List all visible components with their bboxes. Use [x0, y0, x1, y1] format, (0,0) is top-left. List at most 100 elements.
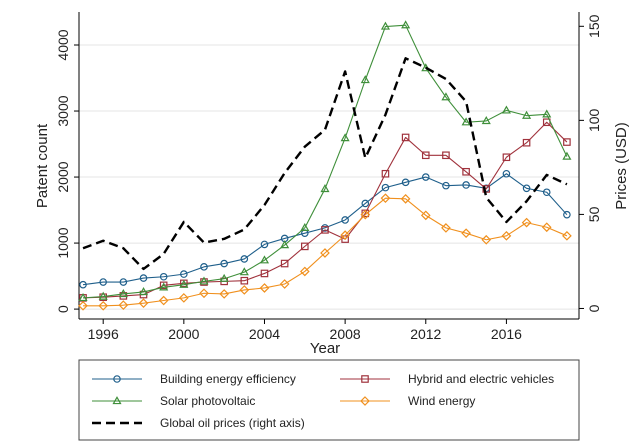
data-point	[441, 223, 451, 233]
data-point	[360, 396, 370, 406]
data-point	[113, 375, 121, 383]
data-point	[502, 169, 511, 178]
data-point	[461, 228, 471, 239]
data-point	[219, 289, 230, 299]
data-point	[340, 133, 350, 142]
data-point	[341, 235, 349, 243]
data-point	[361, 199, 370, 208]
data-point	[401, 133, 410, 142]
data-point	[279, 279, 290, 289]
data-point	[118, 300, 129, 310]
data-point	[321, 226, 329, 234]
data-point	[380, 21, 390, 30]
legend-entry: Wind energy	[340, 394, 475, 408]
data-point	[158, 295, 169, 306]
data-point	[280, 240, 290, 249]
x-tick-label: 2016	[491, 326, 522, 342]
gridlines	[79, 44, 579, 310]
series-line	[83, 197, 568, 307]
data-point	[563, 138, 571, 146]
data-point	[320, 184, 330, 193]
data-point	[240, 255, 249, 263]
data-point	[219, 273, 229, 282]
data-point	[180, 270, 188, 278]
x-tick-label: 2008	[330, 326, 361, 342]
data-point	[259, 283, 270, 293]
data-point	[98, 291, 108, 300]
data-point	[380, 193, 391, 204]
data-point	[542, 109, 552, 118]
legend-box	[78, 359, 580, 441]
data-point	[112, 396, 122, 405]
data-point	[98, 300, 109, 311]
legend: Building energy efficiency Hybrid and ele…	[78, 359, 580, 441]
data-point	[562, 151, 572, 160]
data-point	[481, 116, 491, 125]
data-point	[320, 248, 330, 258]
data-point	[159, 272, 168, 281]
legend-entry: Solar photovoltaic	[92, 394, 255, 408]
y2-tick-label: 50	[586, 206, 602, 222]
data-point	[542, 188, 551, 197]
data-point	[501, 230, 512, 241]
data-point	[341, 216, 349, 224]
data-point	[522, 138, 531, 147]
data-point	[178, 293, 189, 303]
data-point	[159, 281, 168, 290]
data-point	[461, 117, 471, 126]
y-tick-label: 4000	[55, 29, 71, 60]
axes: 0 1000 2000 3000 4000 0 50 100 150 1996 2000 2004 20…	[55, 12, 602, 342]
series-layer	[78, 20, 572, 311]
legend-entry: Hybrid and electric vehicles	[340, 372, 554, 386]
data-point	[138, 287, 149, 296]
data-point	[340, 230, 350, 241]
data-point	[118, 289, 128, 298]
legend-entry: Global oil prices (right axis)	[92, 416, 305, 430]
data-point	[481, 234, 492, 245]
data-point	[562, 230, 572, 241]
data-point	[441, 92, 451, 101]
y2-tick-label: 100	[586, 108, 602, 132]
legend-label: Hybrid and electric vehicles	[408, 372, 554, 386]
y2-tick-label: 0	[586, 304, 602, 312]
data-point	[401, 178, 410, 187]
data-point	[179, 279, 189, 288]
y2-axis-label: Prices (USD)	[613, 122, 630, 210]
legend-label: Wind energy	[408, 394, 475, 408]
data-point	[260, 240, 269, 249]
y2-tick-label: 150	[586, 14, 602, 38]
data-point	[421, 173, 430, 181]
data-point	[462, 167, 470, 176]
x-tick-label: 2004	[249, 326, 280, 342]
data-point	[301, 242, 309, 251]
data-point	[199, 288, 209, 299]
data-point	[159, 282, 169, 291]
legend-label: Building energy efficiency	[160, 372, 296, 386]
data-point	[220, 259, 228, 268]
data-point	[78, 300, 88, 311]
y-tick-label: 1000	[55, 227, 71, 258]
data-point	[521, 217, 532, 228]
data-point	[381, 169, 390, 178]
series-line	[82, 24, 568, 299]
data-point	[200, 263, 208, 271]
data-point	[300, 222, 310, 232]
data-point	[420, 210, 431, 221]
data-point	[502, 153, 511, 162]
data-point	[541, 222, 552, 233]
data-point	[280, 259, 289, 268]
data-point	[400, 193, 411, 204]
x-tick-label: 2012	[410, 326, 441, 342]
data-point	[299, 266, 310, 277]
data-point	[360, 209, 371, 220]
data-point	[381, 183, 390, 192]
data-point	[361, 375, 369, 383]
data-point	[139, 274, 148, 282]
data-point	[442, 181, 450, 190]
data-point	[240, 276, 249, 285]
data-point	[501, 105, 511, 114]
series-3	[78, 193, 572, 311]
data-point	[259, 255, 270, 264]
x-tick-label: 1996	[88, 326, 119, 342]
